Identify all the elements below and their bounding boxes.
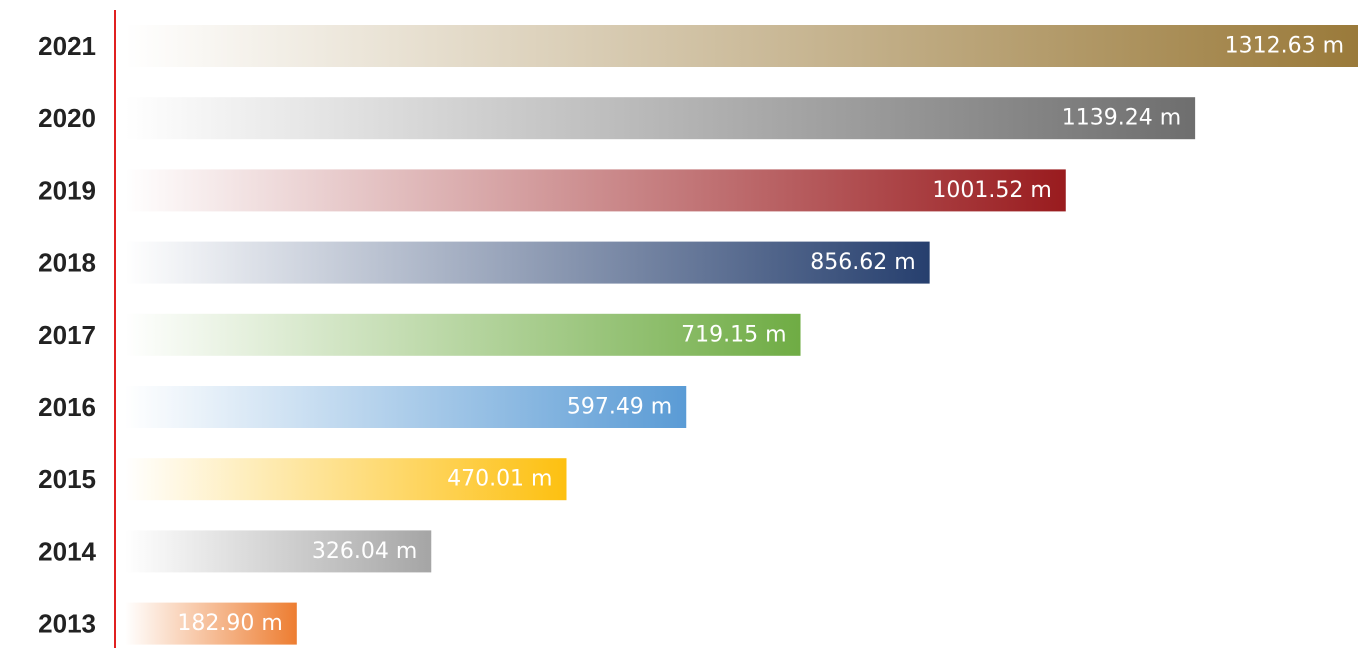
- labels-layer: 2021 1312.63 m 2020 1139.24 m 2019 1001.52 m 2…: [38, 31, 1344, 639]
- value-label-2018: 856.62 m: [810, 250, 915, 275]
- bars-layer: [125, 25, 1358, 645]
- bar-2019: [125, 169, 1066, 212]
- category-label-2021: 2021: [38, 31, 96, 61]
- value-label-2019: 1001.52 m: [932, 178, 1051, 203]
- bar-2015: [125, 458, 567, 501]
- bar-2018: [125, 241, 930, 284]
- bar-2013: [125, 602, 297, 645]
- value-label-2015: 470.01 m: [447, 467, 552, 492]
- value-label-2014: 326.04 m: [312, 539, 417, 564]
- category-label-2018: 2018: [38, 248, 96, 278]
- category-label-2013: 2013: [38, 609, 96, 639]
- value-label-2021: 1312.63 m: [1225, 34, 1344, 59]
- value-label-2020: 1139.24 m: [1062, 106, 1181, 131]
- bar-2020: [125, 97, 1196, 140]
- category-label-2020: 2020: [38, 103, 96, 133]
- category-label-2015: 2015: [38, 464, 96, 494]
- bar-2017: [125, 313, 801, 356]
- category-label-2014: 2014: [38, 536, 96, 566]
- bar-2014: [125, 530, 432, 573]
- bar-2016: [125, 386, 687, 428]
- value-label-2017: 719.15 m: [681, 322, 786, 347]
- category-label-2017: 2017: [38, 320, 96, 350]
- value-label-2016: 597.49 m: [567, 395, 672, 420]
- value-label-2013: 182.90 m: [177, 611, 282, 636]
- category-label-2019: 2019: [38, 175, 96, 205]
- category-label-2016: 2016: [38, 392, 96, 422]
- bar-2021: [125, 25, 1358, 67]
